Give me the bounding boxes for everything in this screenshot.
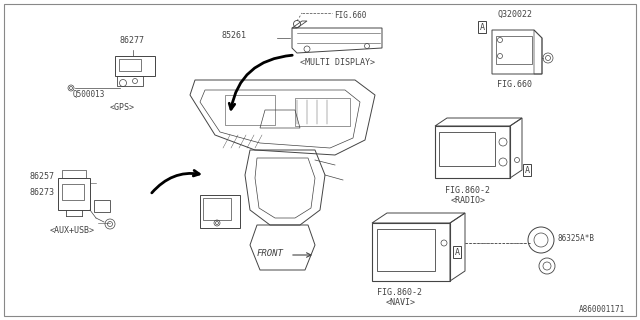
Text: 86273: 86273 (30, 188, 55, 196)
Text: Q500013: Q500013 (73, 90, 106, 99)
Text: 86325A*B: 86325A*B (558, 234, 595, 243)
Bar (94, 200, 110, 212)
Text: FIG.660: FIG.660 (334, 11, 366, 20)
Text: Q320022: Q320022 (497, 10, 532, 19)
Text: 86257: 86257 (30, 172, 55, 180)
Text: A: A (479, 22, 484, 31)
Bar (225, 95, 275, 125)
Text: FIG.660: FIG.660 (497, 80, 532, 89)
Text: 85261: 85261 (222, 30, 247, 39)
Text: <NAVI>: <NAVI> (386, 298, 416, 307)
Text: FIG.860-2: FIG.860-2 (377, 288, 422, 297)
Text: 86277: 86277 (119, 36, 144, 45)
Bar (295, 98, 350, 126)
Bar (119, 59, 141, 71)
Text: FRONT: FRONT (256, 249, 283, 258)
Text: <RADIO>: <RADIO> (451, 196, 486, 205)
Bar (62, 184, 84, 200)
Bar (203, 198, 231, 220)
Text: A: A (454, 247, 460, 257)
Text: <MULTI DISPLAY>: <MULTI DISPLAY> (300, 58, 375, 67)
Text: A860001171: A860001171 (579, 305, 625, 314)
Bar (377, 229, 435, 271)
Text: FIG.860-2: FIG.860-2 (445, 186, 490, 195)
Text: <GPS>: <GPS> (110, 103, 135, 112)
Text: <AUX+USB>: <AUX+USB> (50, 226, 95, 235)
Bar (439, 132, 495, 166)
Text: A: A (525, 165, 529, 174)
Bar (496, 36, 532, 64)
